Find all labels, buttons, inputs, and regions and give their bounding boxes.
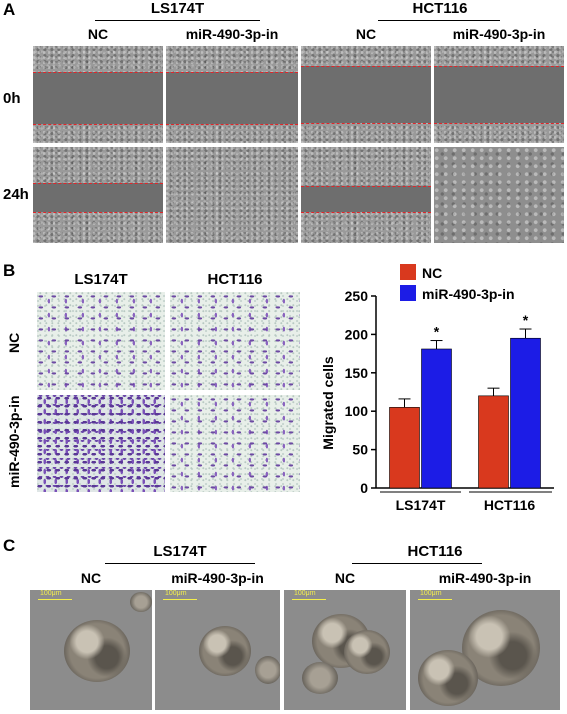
panel-c-col-nc-2: NC xyxy=(334,570,356,586)
panel-a-row-0h: 0h xyxy=(3,90,21,107)
wound-image-hct116-mir-24h xyxy=(434,147,564,243)
panel-c-group-rule-2 xyxy=(352,563,482,564)
wound-image-ls174t-mir-0h xyxy=(166,46,298,143)
panel-a-row-24h: 24h xyxy=(3,186,29,203)
spheroid-image-hct116-nc: 100μm xyxy=(284,590,406,710)
wound-image-hct116-nc-24h xyxy=(301,147,431,243)
spheroid xyxy=(64,620,130,682)
migrated-cells-chart: NC miR-490-3p-in Migrated cells 0 50 100 15… xyxy=(320,264,554,513)
panel-a-group-hct116: HCT116 xyxy=(412,0,468,17)
panel-b-row-mir: miR-490-3p-in xyxy=(6,395,22,488)
wound-edge-line xyxy=(301,123,431,124)
panel-a-group-rule-2 xyxy=(378,20,500,21)
spheroid xyxy=(130,592,152,612)
bar-nc-hct116 xyxy=(478,395,509,489)
scale-bar xyxy=(292,599,326,600)
wound-edge-line xyxy=(301,186,431,187)
spheroid-image-ls174t-nc: 100μm xyxy=(30,590,152,710)
panel-c-col-nc-1: NC xyxy=(80,570,102,586)
panel-a-letter: A xyxy=(3,0,16,19)
bar-nc-ls174t xyxy=(389,407,420,489)
spheroid xyxy=(302,662,338,694)
panel-c-group-rule-1 xyxy=(105,563,255,564)
legend-label-nc: NC xyxy=(422,265,442,281)
spheroid xyxy=(255,656,280,684)
y-tick-label: 250 xyxy=(345,288,369,304)
wound-edge-line xyxy=(301,66,431,67)
panel-c-col-mir-2: miR-490-3p-in xyxy=(438,570,532,586)
y-tick-label: 200 xyxy=(345,326,369,342)
scale-bar-label: 100μm xyxy=(165,590,187,597)
spheroid xyxy=(418,650,478,706)
panel-c-group-ls174t: LS174T xyxy=(153,543,207,560)
panel-a-group-ls174t: LS174T xyxy=(150,0,205,17)
wound-edge-line xyxy=(434,123,564,124)
panel-c-letter: C xyxy=(3,536,16,555)
transwell-image-hct116-mir xyxy=(170,395,300,492)
legend-swatch-mir xyxy=(400,285,416,301)
panel-c-group-hct116: HCT116 xyxy=(407,543,463,560)
wound-image-hct116-mir-0h xyxy=(434,46,564,143)
scale-bar-label: 100μm xyxy=(420,590,442,597)
x-tick-label-ls174t: LS174T xyxy=(396,497,446,513)
bar-mir-490-3p-in-ls174t xyxy=(421,348,452,489)
y-tick-label: 0 xyxy=(360,480,368,496)
panel-b-letter: B xyxy=(3,261,16,280)
chart-plot-area: 0 50 100 150 200 250 * LS174T * HCT116 xyxy=(345,288,554,513)
scale-bar-label: 100μm xyxy=(294,590,316,597)
wound-edge-line xyxy=(166,72,298,73)
scale-bar xyxy=(38,599,72,600)
scale-bar xyxy=(163,599,197,600)
wound-image-ls174t-nc-24h xyxy=(33,147,163,243)
panel-a-col-mir-1: miR-490-3p-in xyxy=(185,26,279,42)
spheroid xyxy=(199,626,251,676)
panel-b-group-hct116: HCT116 xyxy=(207,271,263,288)
scale-bar-label: 100μm xyxy=(40,590,62,597)
panel-a-group-rule-1 xyxy=(95,20,260,21)
wound-edge-line xyxy=(33,212,163,213)
transwell-image-ls174t-mir xyxy=(37,395,165,492)
wound-edge-line xyxy=(166,124,298,125)
legend-label-mir: miR-490-3p-in xyxy=(422,286,515,302)
y-tick-label: 100 xyxy=(345,403,369,419)
wound-image-hct116-nc-0h xyxy=(301,46,431,143)
significance-marker: * xyxy=(434,324,440,340)
panel-b-row-nc: NC xyxy=(6,332,22,353)
y-axis-label: Migrated cells xyxy=(320,356,336,450)
wound-edge-line xyxy=(301,212,431,213)
legend-swatch-nc xyxy=(400,264,416,280)
wound-edge-line xyxy=(33,183,163,184)
wound-edge-line xyxy=(33,72,163,73)
x-tick-label-hct116: HCT116 xyxy=(484,497,536,513)
y-tick-label: 50 xyxy=(352,442,368,458)
spheroid-image-ls174t-mir: 100μm xyxy=(155,590,280,710)
y-tick-label: 150 xyxy=(345,365,369,381)
scale-bar xyxy=(418,599,452,600)
panel-b-group-ls174t: LS174T xyxy=(74,271,128,288)
panel-a-col-mir-2: miR-490-3p-in xyxy=(452,26,546,42)
spheroid xyxy=(344,630,390,674)
panel-a-col-nc-1: NC xyxy=(87,26,109,42)
transwell-image-hct116-nc xyxy=(170,292,300,390)
spheroid-image-hct116-mir: 100μm xyxy=(410,590,560,710)
panel-c-col-mir-1: miR-490-3p-in xyxy=(171,570,264,586)
panel-a-col-nc-2: NC xyxy=(355,26,377,42)
significance-marker: * xyxy=(523,312,529,328)
wound-edge-line xyxy=(33,124,163,125)
chart-legend: NC miR-490-3p-in xyxy=(400,264,515,302)
bar-mir-490-3p-in-hct116 xyxy=(510,337,541,489)
transwell-image-ls174t-nc xyxy=(37,292,165,390)
wound-image-ls174t-mir-24h xyxy=(166,147,298,243)
wound-image-ls174t-nc-0h xyxy=(33,46,163,143)
wound-edge-line xyxy=(434,66,564,67)
